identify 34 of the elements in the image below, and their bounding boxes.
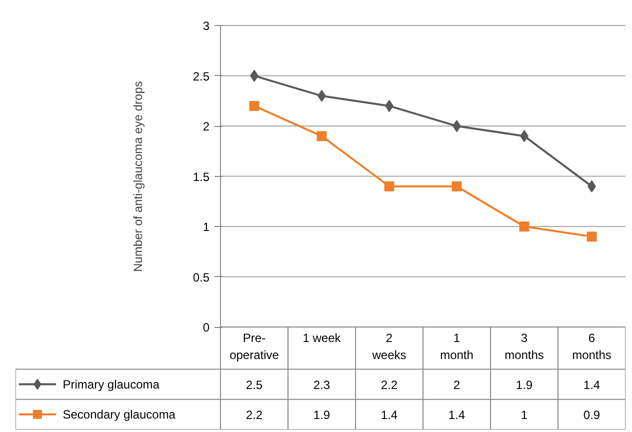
point [519,222,530,232]
x-tick-label: 6 months [572,331,612,362]
data-label: 2.2 [246,408,263,422]
y-tick-label: 2 [202,120,210,134]
point [586,232,597,242]
point [249,100,260,111]
point [384,181,394,192]
y-tick-label: 1 [202,220,210,234]
data-label: 2.5 [246,378,263,392]
x-tick-label: 1 week [302,331,342,346]
y-tick-label: 3 [202,19,210,34]
x-tick-label: Pre-operative [230,331,280,362]
y-tick-label: 0.5 [192,270,210,284]
data-label: 1.9 [516,378,533,392]
point [452,181,462,192]
point [316,131,327,142]
legend-label: Primary glaucoma [62,377,160,392]
x-tick-label: 1 month [440,331,474,362]
x-tick-label: 3 months [504,331,544,362]
data-label: 2 [453,378,460,392]
data-label: 2.2 [380,378,398,392]
data-label: 1.4 [380,408,398,422]
y-tick-label: 1.5 [192,170,210,184]
data-label: 1.9 [313,408,330,422]
data-label: 0.9 [583,408,600,422]
y-tick-label: 0 [202,320,210,335]
y-tick-label: 2.5 [192,69,210,84]
y-axis-title: Number of anti-glaucoma eye drops [130,81,145,272]
data-label: 1.4 [448,408,466,422]
x-tick-label: 2 weeks [371,331,406,362]
legend-label: Secondary glaucoma [62,407,176,422]
data-label: 1 [520,408,528,422]
data-label: 2.3 [313,378,330,392]
data-label: 1.4 [583,378,600,392]
